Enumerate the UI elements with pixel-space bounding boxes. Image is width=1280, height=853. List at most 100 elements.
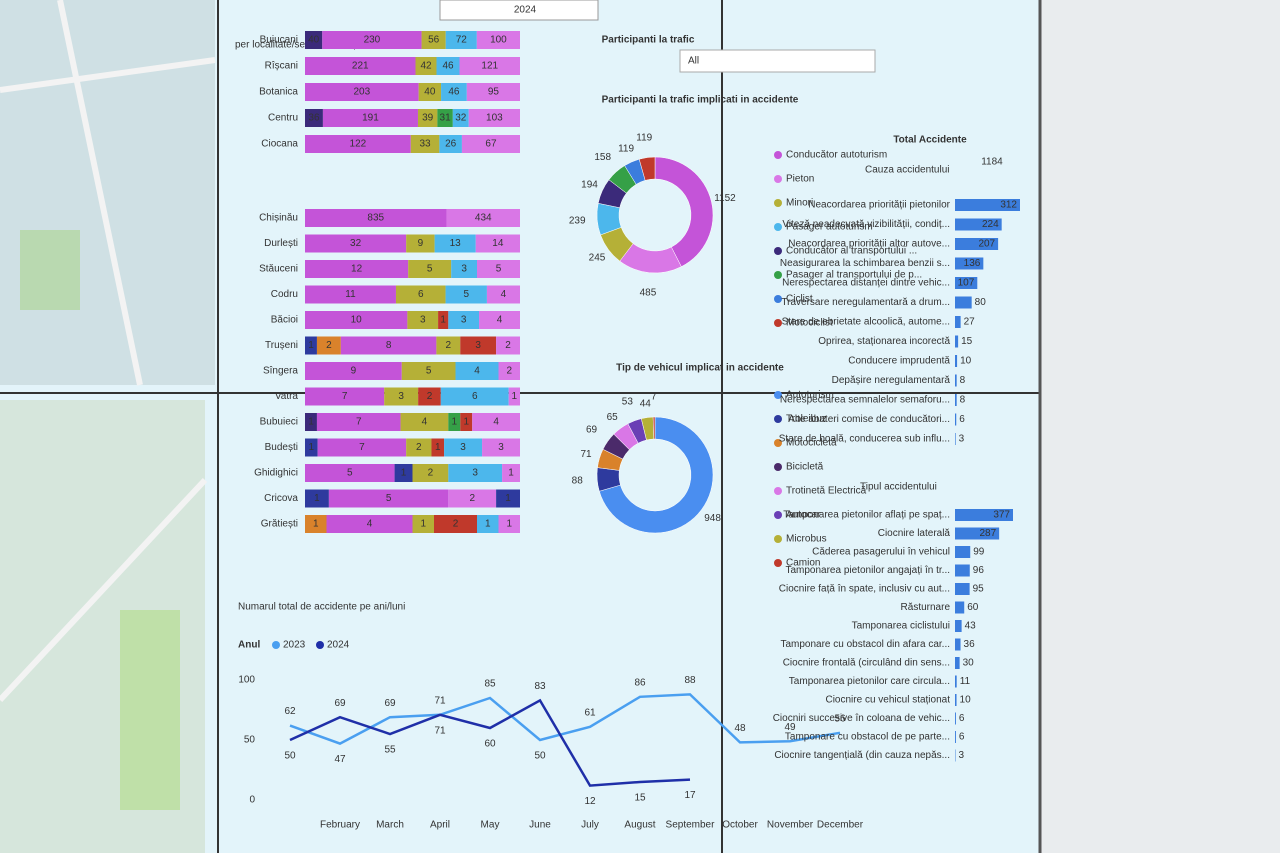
bar bbox=[955, 638, 961, 651]
legend-swatch bbox=[774, 319, 782, 327]
bar-label: Nerespectarea semnalelor semaforu... bbox=[780, 395, 950, 406]
segment-label: 1 bbox=[452, 417, 458, 428]
segment-label: 4 bbox=[493, 417, 499, 428]
legend-swatch bbox=[774, 439, 782, 447]
segment-label: 9 bbox=[351, 366, 357, 377]
slice-label: 65 bbox=[607, 412, 619, 423]
segment-label: 14 bbox=[492, 238, 504, 249]
bar bbox=[955, 199, 1020, 211]
segment-label: 3 bbox=[398, 391, 404, 402]
segment-label: 221 bbox=[352, 61, 369, 72]
bar-segment bbox=[340, 336, 437, 355]
segment-label: 1 bbox=[308, 417, 314, 428]
bar bbox=[955, 316, 961, 328]
legend-swatch bbox=[774, 559, 782, 567]
bar-segment bbox=[498, 362, 520, 380]
segment-label: 6 bbox=[472, 391, 478, 402]
bar-label: Neasigurarea la schimbarea benzii s... bbox=[780, 258, 950, 269]
point-label: 55 bbox=[384, 745, 396, 756]
point-label: 50 bbox=[284, 751, 296, 762]
segment-label: 4 bbox=[501, 289, 507, 300]
slice-label: 485 bbox=[640, 287, 657, 298]
segment-label: 1 bbox=[420, 519, 426, 530]
point-label: 12 bbox=[584, 796, 596, 807]
donut-slice bbox=[652, 416, 656, 440]
bar bbox=[955, 433, 956, 445]
bar bbox=[955, 564, 970, 577]
segment-label: 42 bbox=[420, 61, 432, 72]
bar-label: Neacordarea priorității pietonilor bbox=[808, 200, 950, 211]
bar-segment bbox=[407, 311, 439, 329]
segment-label: 2 bbox=[326, 340, 332, 351]
bar-segment bbox=[459, 57, 520, 75]
row-label: Grătiești bbox=[261, 519, 298, 530]
segment-label: 13 bbox=[450, 238, 462, 249]
segment-label: 10 bbox=[351, 315, 363, 326]
legend-swatch bbox=[272, 641, 280, 649]
segment-label: 7 bbox=[356, 417, 362, 428]
bar-segment bbox=[412, 464, 449, 482]
slice-label: 239 bbox=[569, 215, 586, 226]
bar bbox=[955, 394, 957, 406]
segment-label: 3 bbox=[460, 442, 466, 453]
bar-label: Neacordarea priorității altor autove... bbox=[788, 239, 950, 250]
bar-segment bbox=[448, 311, 480, 329]
x-tick-label: June bbox=[529, 820, 551, 831]
legend-swatch bbox=[316, 641, 324, 649]
x-tick-label: October bbox=[722, 820, 758, 831]
bar-segment bbox=[305, 464, 395, 482]
point-label: 47 bbox=[334, 754, 346, 765]
bar bbox=[955, 527, 1000, 540]
bar-segment bbox=[448, 464, 503, 482]
bar-value: 136 bbox=[964, 258, 981, 269]
bar-segment bbox=[508, 387, 520, 406]
year-filter[interactable] bbox=[439, 0, 599, 21]
participants-filter-value: All bbox=[688, 56, 699, 67]
legend-label: Autoturism bbox=[786, 390, 834, 401]
segment-label: 5 bbox=[427, 264, 433, 275]
legend-label: Pasager autoturism bbox=[786, 222, 873, 233]
bar-segment bbox=[326, 515, 413, 533]
bar-label: Tamponare cu obstacol de pe parte... bbox=[785, 732, 950, 743]
segment-label: 32 bbox=[350, 238, 362, 249]
segment-label: 4 bbox=[497, 315, 503, 326]
participants-filter[interactable] bbox=[679, 49, 876, 73]
slice-label: 69 bbox=[586, 424, 598, 435]
x-tick-label: December bbox=[817, 820, 864, 831]
bar-value: 15 bbox=[961, 336, 973, 347]
bar-value: 207 bbox=[978, 239, 995, 250]
segment-label: 3 bbox=[498, 442, 504, 453]
segment-label: 67 bbox=[485, 139, 497, 150]
bar bbox=[955, 731, 956, 743]
bar-segment bbox=[305, 515, 327, 533]
x-tick-label: November bbox=[767, 820, 814, 831]
point-label: 49 bbox=[784, 722, 796, 733]
segment-label: 56 bbox=[428, 35, 440, 46]
kpi-label: Total Accidente bbox=[893, 135, 967, 146]
bar-label: Tamponarea ciclistului bbox=[852, 621, 950, 632]
x-tick-label: March bbox=[376, 820, 404, 831]
bar-segment bbox=[477, 260, 520, 278]
legend-swatch bbox=[774, 463, 782, 471]
legend-label: Motocicletă bbox=[786, 438, 837, 449]
bar-segment bbox=[384, 387, 419, 406]
segment-label: 1 bbox=[401, 468, 407, 479]
segment-label: 7 bbox=[359, 442, 365, 453]
slice-label: 53 bbox=[622, 397, 634, 408]
segment-label: 11 bbox=[345, 289, 356, 300]
segment-label: 1 bbox=[314, 493, 320, 504]
bar bbox=[955, 355, 958, 367]
y-tick-label: 100 bbox=[238, 675, 255, 686]
bar-segment bbox=[305, 57, 416, 75]
bar-segment bbox=[496, 489, 520, 508]
bar-value: 377 bbox=[993, 510, 1010, 521]
chart-title: Tipul accidentului bbox=[860, 482, 937, 493]
slice-label: 158 bbox=[594, 152, 611, 163]
donut-slice bbox=[638, 156, 656, 181]
bar-label: Tamponarea pietonilor care circula... bbox=[789, 676, 950, 687]
chart-title: Cauza accidentului bbox=[865, 165, 950, 176]
row-label: Stăuceni bbox=[259, 264, 298, 275]
year-filter-value: 2024 bbox=[514, 5, 537, 16]
segment-label: 2 bbox=[428, 468, 434, 479]
